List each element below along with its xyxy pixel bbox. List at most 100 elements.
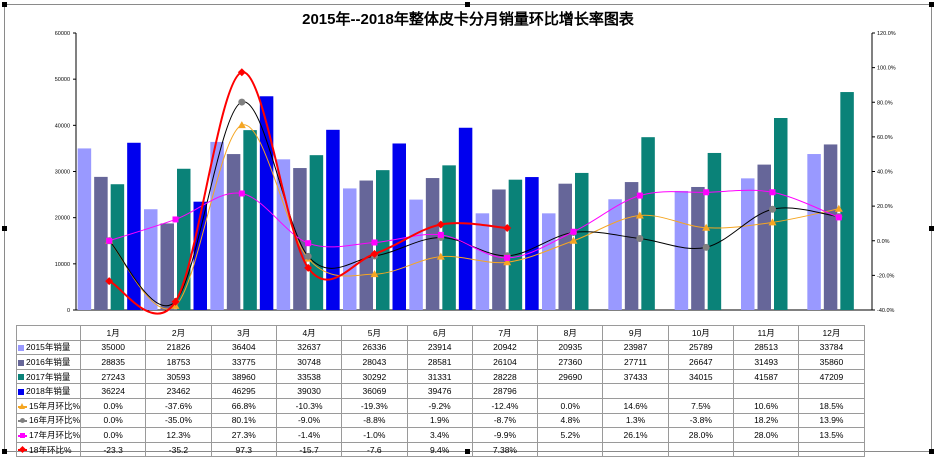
marker-4-6 xyxy=(503,223,512,232)
bar-2-1月 xyxy=(94,176,108,310)
legend-key-bar-2 xyxy=(18,359,24,366)
table-cell: 3.4% xyxy=(406,427,473,443)
resize-handle-left[interactable] xyxy=(2,226,7,231)
legend-key-bar-1 xyxy=(18,345,24,352)
table-cell: 26104 xyxy=(471,354,539,370)
y-right-tick-label: 80.0% xyxy=(877,100,893,106)
table-cell-text: 28043 xyxy=(362,356,387,367)
bar-2-3月 xyxy=(226,154,241,310)
bar-2-12月 xyxy=(823,144,838,310)
table-cell: 41587 xyxy=(732,368,800,385)
table-cell: -37.6% xyxy=(145,397,212,414)
table-cell: 66.8% xyxy=(210,397,277,414)
resize-handle-top-left[interactable] xyxy=(2,2,7,7)
table-cell-text: 36224 xyxy=(101,386,125,397)
table-cell-text: 29690 xyxy=(558,371,583,382)
table-cell: 25789 xyxy=(667,339,734,356)
table-cell: 47209 xyxy=(798,368,865,385)
table-cell-text: -9.0% xyxy=(297,415,321,426)
table-cell-text: -37.6% xyxy=(164,400,192,411)
table-cell-text: 28228 xyxy=(493,371,517,382)
legend-label: 15年月环比% xyxy=(29,400,81,411)
table-cell-text: 0.0% xyxy=(103,400,123,411)
table-cell-text: 1.3% xyxy=(625,415,646,426)
table-cell-text: 28835 xyxy=(101,356,125,367)
marker-4-3 xyxy=(304,263,313,272)
table-cell-text: 33775 xyxy=(231,356,256,367)
table-row-line-2: 16年月环比% 0.0% -35.0% 80.1% -9.0% -8.8% 1.9% -8.7… xyxy=(15,412,865,429)
table-cell-text: 46295 xyxy=(231,386,256,397)
table-cell-text: 28.0% xyxy=(688,429,713,440)
table-cell-text: 31493 xyxy=(754,356,778,367)
table-cell-text: -3.8% xyxy=(689,415,712,426)
table-cell-text: -23.3 xyxy=(103,444,123,455)
legend-key-line-3 xyxy=(18,432,27,440)
table-cell: 35000 xyxy=(80,339,147,356)
table-cell: 97.3 xyxy=(210,441,277,457)
table-cell: 28835 xyxy=(80,354,147,370)
table-header-cell-text: 3月 xyxy=(237,327,251,338)
table-cell-text: -35.2 xyxy=(168,444,189,455)
table-row-bar-4: 2018年销量 36224 23462 46295 39030 36069 39476 287… xyxy=(15,383,865,399)
table-cell: 33784 xyxy=(798,339,865,356)
y-right-tick-label: -40.0% xyxy=(877,308,895,314)
legend-entry-bar-3: 2017年销量 xyxy=(15,368,82,385)
bar-3-7月 xyxy=(508,179,523,310)
table-row-line-3: 17年月环比% 0.0% 12.3% 27.3% -1.4% -1.0% 3.4% -9.9%… xyxy=(15,427,865,443)
marker-2-2 xyxy=(238,98,246,106)
y-left-tick-label: 40000 xyxy=(55,123,70,129)
legend-entry-bar-4: 2018年销量 xyxy=(15,383,82,399)
table-cell: 28513 xyxy=(732,339,800,356)
table-cell: 0.0% xyxy=(80,412,147,429)
bar-1-9月 xyxy=(608,199,622,310)
resize-handle-top[interactable] xyxy=(465,2,470,7)
y-right-tick-label: 20.0% xyxy=(877,204,893,210)
table-cell-text: -1.0% xyxy=(363,429,386,440)
table-header-cell: 12月 xyxy=(798,325,865,341)
table-cell: -1.0% xyxy=(341,427,408,443)
table-cell-text: 3.4% xyxy=(429,429,450,440)
legend-key-bar-4 xyxy=(18,388,24,395)
bar-1-7月 xyxy=(475,213,490,310)
table-cell: 20935 xyxy=(537,339,604,356)
marker-3-9 xyxy=(703,189,710,196)
table-cell-text: 21826 xyxy=(166,342,191,353)
bar-4-5月 xyxy=(392,143,406,310)
bar-2-5月 xyxy=(359,180,373,310)
marker-4-0 xyxy=(105,277,114,286)
table-cell: 34015 xyxy=(667,368,734,385)
table-cell-text: 32637 xyxy=(297,342,321,353)
table-cell: 1.9% xyxy=(406,412,473,429)
resize-handle-top-right[interactable] xyxy=(929,2,934,7)
table-cell: 38960 xyxy=(210,368,277,385)
table-cell-text: 33538 xyxy=(297,371,321,382)
table-cell: -8.7% xyxy=(471,412,539,429)
bar-3-9月 xyxy=(641,137,655,310)
table-row-bar-1: 2015年销量 35000 21826 36404 32637 26336 23914 209… xyxy=(15,339,865,356)
table-header-cell-text: 2月 xyxy=(171,327,186,338)
resize-handle-bottom-right[interactable] xyxy=(929,449,934,454)
table-cell: 26336 xyxy=(341,339,408,356)
table-header-cell: 6月 xyxy=(406,325,473,341)
resize-handle-bottom-left[interactable] xyxy=(2,449,7,454)
bar-3-5月 xyxy=(376,170,390,310)
resize-handle-right[interactable] xyxy=(929,226,934,231)
table-cell-text: 23462 xyxy=(166,386,191,397)
table-cell: 23987 xyxy=(602,339,669,356)
table-header-cell-text: 9月 xyxy=(628,327,643,338)
marker-1-2 xyxy=(237,121,246,129)
legend-entry-line-1: 15年月环比% xyxy=(15,397,82,414)
data-table: 1月 2月 3月 4月 5月 6月 7月 8月 9月 10月 11月 12月 2015年销量 35000 2… xyxy=(15,325,865,457)
table-cell: 28.0% xyxy=(667,427,734,443)
table-cell-text: -7.6 xyxy=(367,444,382,455)
bar-1-11月 xyxy=(741,178,755,310)
bar-1-2月 xyxy=(144,209,158,310)
legend-label: 2017年销量 xyxy=(26,371,71,382)
table-cell-text: 18.5% xyxy=(819,400,844,411)
table-cell-text: 18753 xyxy=(166,356,191,367)
table-cell xyxy=(537,383,604,399)
table-cell-text: 0.0% xyxy=(560,400,580,411)
table-cell: 30748 xyxy=(275,354,343,370)
table-cell: -3.8% xyxy=(667,412,734,429)
